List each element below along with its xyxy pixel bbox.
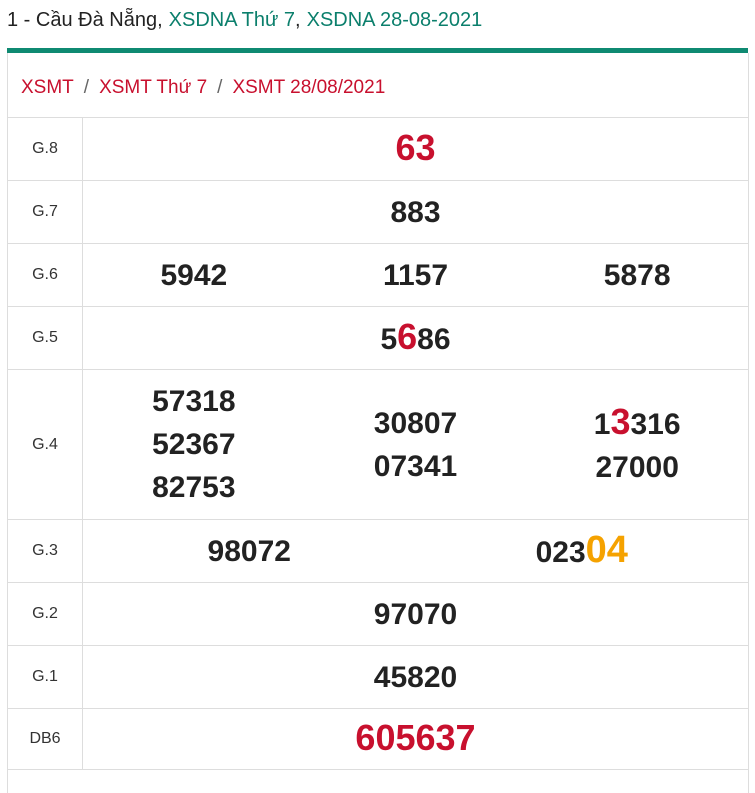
number-column: 883 [83, 191, 748, 234]
prize-number: 883 [390, 191, 440, 234]
number-part: 04 [585, 528, 628, 571]
number-part: 07341 [373, 449, 458, 483]
prize-label: G.4 [8, 370, 83, 519]
number-part: 1 [593, 408, 611, 441]
number-column: 63 [83, 126, 748, 172]
prize-row: G.7 883 [8, 181, 748, 244]
prize-row: G.8 63 [8, 118, 748, 181]
prize-numbers: 98072 02304 [83, 520, 748, 582]
prize-label: G.7 [8, 181, 83, 243]
prize-row: G.5 5686 [8, 307, 748, 370]
number-column: 30807 07341 [305, 402, 527, 488]
prize-numbers: 97070 [83, 583, 748, 645]
breadcrumb-link[interactable]: XSMT 28/08/2021 [232, 77, 386, 98]
number-part: 5 [380, 323, 398, 356]
breadcrumb-link[interactable]: XSMT Thứ 7 [99, 77, 208, 98]
prize-label: G.8 [8, 118, 83, 180]
prize-number: 02304 [536, 529, 628, 574]
number-column: 57318 52367 82753 [83, 380, 305, 509]
prize-numbers: 57318 52367 82753 30807 07341 13316 27000 [83, 370, 748, 519]
number-part: 6 [397, 316, 418, 357]
prize-label: G.2 [8, 583, 83, 645]
prize-row: G.3 98072 02304 [8, 520, 748, 583]
prize-number: 605637 [355, 716, 475, 762]
title-text: 1 - Cầu Đà Nẵng, [7, 9, 163, 31]
number-part: 45820 [373, 660, 458, 694]
prize-number: 52367 [152, 423, 235, 466]
prize-numbers: 5942 1157 5878 [83, 244, 748, 306]
prize-numbers: 605637 [83, 709, 748, 769]
prize-number: 1157 [383, 254, 448, 297]
number-part: 52367 [152, 428, 236, 461]
prize-label: G.1 [8, 646, 83, 708]
prize-numbers: 45820 [83, 646, 748, 708]
number-part: 98072 [207, 534, 291, 568]
number-part: 30807 [373, 406, 458, 440]
prize-numbers: 63 [83, 118, 748, 180]
prize-row: G.6 5942 1157 5878 [8, 244, 748, 307]
number-part: 27000 [595, 451, 679, 484]
number-part: 605637 [355, 717, 476, 758]
title-link[interactable]: XSDNA Thứ 7 [168, 9, 296, 31]
prize-number: 5878 [604, 254, 671, 297]
number-column: 605637 [83, 716, 748, 762]
breadcrumb: XSMT / XSMT Thứ 7 / XSMT 28/08/2021 [8, 53, 748, 118]
number-part: 97070 [373, 597, 458, 631]
prize-number: 82753 [152, 466, 235, 509]
prize-numbers: 5686 [83, 307, 748, 369]
number-column: 02304 [416, 529, 749, 574]
number-column: 98072 [83, 530, 416, 573]
number-part: 5878 [603, 258, 671, 292]
prize-row: G.4 57318 52367 82753 30807 07341 13316 27000 [8, 370, 748, 520]
prize-label: DB6 [8, 709, 83, 769]
title-text: , [295, 9, 301, 31]
prize-number: 07341 [374, 445, 457, 488]
number-part: 3 [610, 401, 631, 442]
results-table: G.8 63 G.7 883 G.6 5942 1157 5878 G.5 5686 G.4 5731… [8, 118, 748, 770]
breadcrumb-separator: / [83, 77, 90, 98]
number-part: 883 [390, 195, 441, 229]
page: 1 - Cầu Đà Nẵng, XSDNA Thứ 7, XSDNA 28-08-… [7, 9, 749, 793]
number-column: 5878 [526, 254, 748, 297]
number-column: 13316 27000 [526, 400, 748, 489]
number-part: 86 [417, 323, 451, 356]
prize-numbers: 883 [83, 181, 748, 243]
prize-number: 30807 [374, 402, 457, 445]
results-box: XSMT / XSMT Thứ 7/XSMT 28/08/2021 G.8 63 G.7… [7, 53, 749, 793]
prize-number: 63 [395, 126, 435, 172]
prize-number: 5942 [160, 254, 227, 297]
prize-number: 45820 [374, 656, 457, 699]
breadcrumb-link[interactable]: XSMT [21, 77, 74, 98]
prize-label: G.6 [8, 244, 83, 306]
title-link[interactable]: XSDNA 28-08-2021 [306, 9, 483, 31]
number-column: 5686 [83, 315, 748, 361]
number-part: 63 [395, 127, 436, 168]
prize-row: G.1 45820 [8, 646, 748, 709]
prize-number: 98072 [208, 530, 291, 573]
number-part: 023 [535, 535, 586, 569]
prize-number: 5686 [380, 315, 450, 361]
prize-number: 13316 [594, 400, 681, 446]
prize-label: G.3 [8, 520, 83, 582]
title-underline [7, 48, 748, 53]
number-part: 5942 [160, 258, 228, 292]
prize-row: DB6 605637 [8, 709, 748, 770]
number-part: 316 [630, 408, 681, 441]
prize-row: G.2 97070 [8, 583, 748, 646]
number-column: 45820 [83, 656, 748, 699]
number-part: 57318 [152, 385, 236, 418]
prize-number: 57318 [152, 380, 235, 423]
prize-label: G.5 [8, 307, 83, 369]
number-column: 1157 [305, 254, 527, 297]
number-part: 82753 [152, 471, 236, 504]
breadcrumb-separator: / [217, 77, 223, 98]
page-title: 1 - Cầu Đà Nẵng, XSDNA Thứ 7, XSDNA 28-08-… [7, 9, 488, 32]
number-column: 97070 [83, 593, 748, 636]
number-part: 1157 [382, 258, 449, 292]
number-column: 5942 [83, 254, 305, 297]
prize-number: 27000 [595, 446, 678, 489]
prize-number: 97070 [374, 593, 457, 636]
